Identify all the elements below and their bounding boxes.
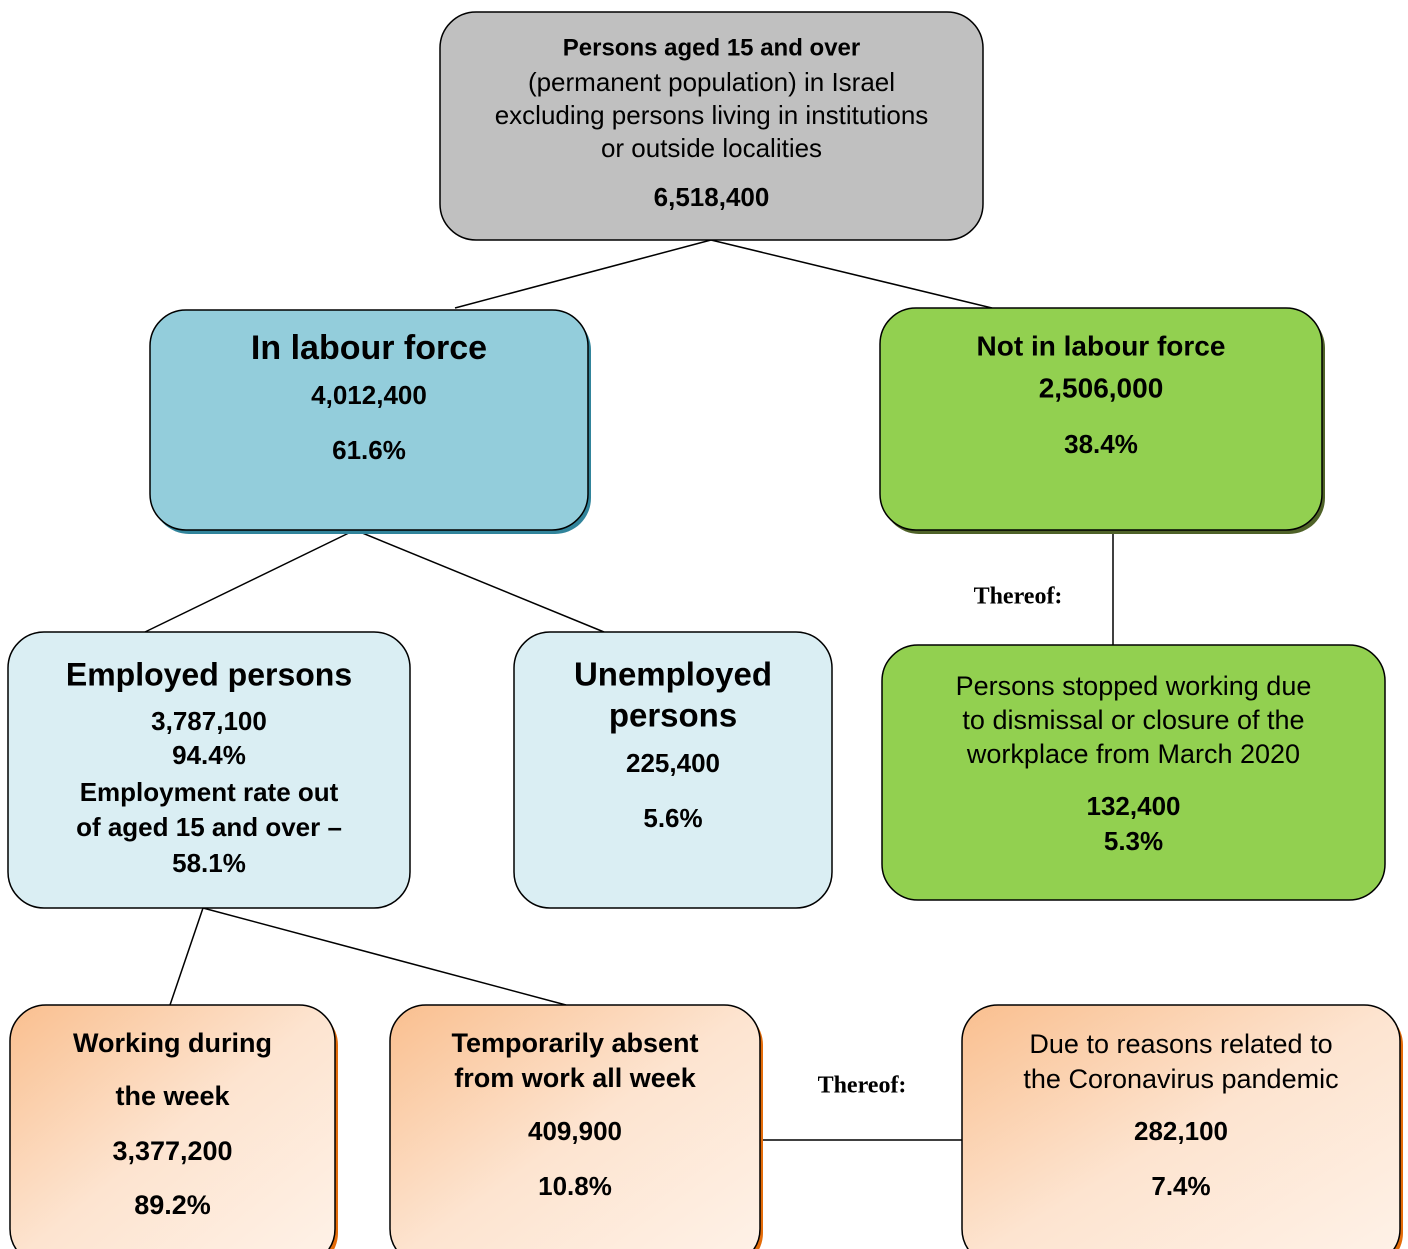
connector [169,907,204,1006]
box-text: 282,100 [1134,1116,1228,1146]
box-text: 38.4% [1064,429,1138,459]
box-text: 3,787,100 [151,706,267,736]
box-text: excluding persons living in institutions [495,100,929,130]
box-text: persons [609,697,737,734]
box-text: from work all week [454,1063,697,1093]
note: Thereof: [974,584,1063,610]
box [881,644,1386,901]
box [7,631,411,909]
box-text: 409,900 [528,1116,622,1146]
box-text: 94.4% [172,740,246,770]
box-text: Unemployed [574,656,772,693]
box [513,631,833,909]
connector [710,239,993,309]
box-text: 6,518,400 [654,182,770,212]
connectors [144,239,1114,1141]
box-text: 5.6% [643,803,702,833]
box-text: the Coronavirus pandemic [1023,1064,1338,1094]
box-text: Temporarily absent [451,1028,698,1058]
box-text: Employed persons [66,656,352,692]
box [149,309,589,531]
connector [144,529,356,633]
box-text: 3,377,200 [112,1136,232,1166]
box-text: of aged 15 and over – [76,812,342,842]
connector [354,529,605,633]
box-text: Not in labour force [977,330,1226,361]
box-text: 4,012,400 [311,380,427,410]
box-text: 2,506,000 [1039,372,1164,403]
box [9,1004,336,1249]
box-text: or outside localities [601,133,822,163]
box-text: 58.1% [172,848,246,878]
boxes: Persons aged 15 and over (permanent popul… [7,11,1403,1249]
box-text: Persons aged 15 and over [563,34,860,61]
box-text: 61.6% [332,435,406,465]
box-text: workplace from March 2020 [966,739,1300,769]
box-text: In labour force [251,329,487,367]
connector [454,239,712,309]
box-text: 7.4% [1151,1171,1210,1201]
box [879,307,1323,531]
box-text: (permanent population) in Israel [528,67,895,97]
box-text: the week [115,1081,230,1111]
box-text: Due to reasons related to [1029,1029,1332,1059]
box-text: 10.8% [538,1171,612,1201]
box [389,1004,761,1249]
box [961,1004,1401,1249]
box-text: Persons stopped working due [956,671,1312,701]
box-text: 5.3% [1104,826,1163,856]
box-text: to dismissal or closure of the [962,705,1304,735]
note: Thereof: [818,1073,907,1099]
box-text: Employment rate out [80,777,339,807]
connector [202,907,567,1006]
box [439,11,984,241]
box-text: Working during [73,1028,272,1058]
box-text: 132,400 [1087,791,1181,821]
box-text: 225,400 [626,748,720,778]
box-text: 89.2% [134,1190,211,1220]
